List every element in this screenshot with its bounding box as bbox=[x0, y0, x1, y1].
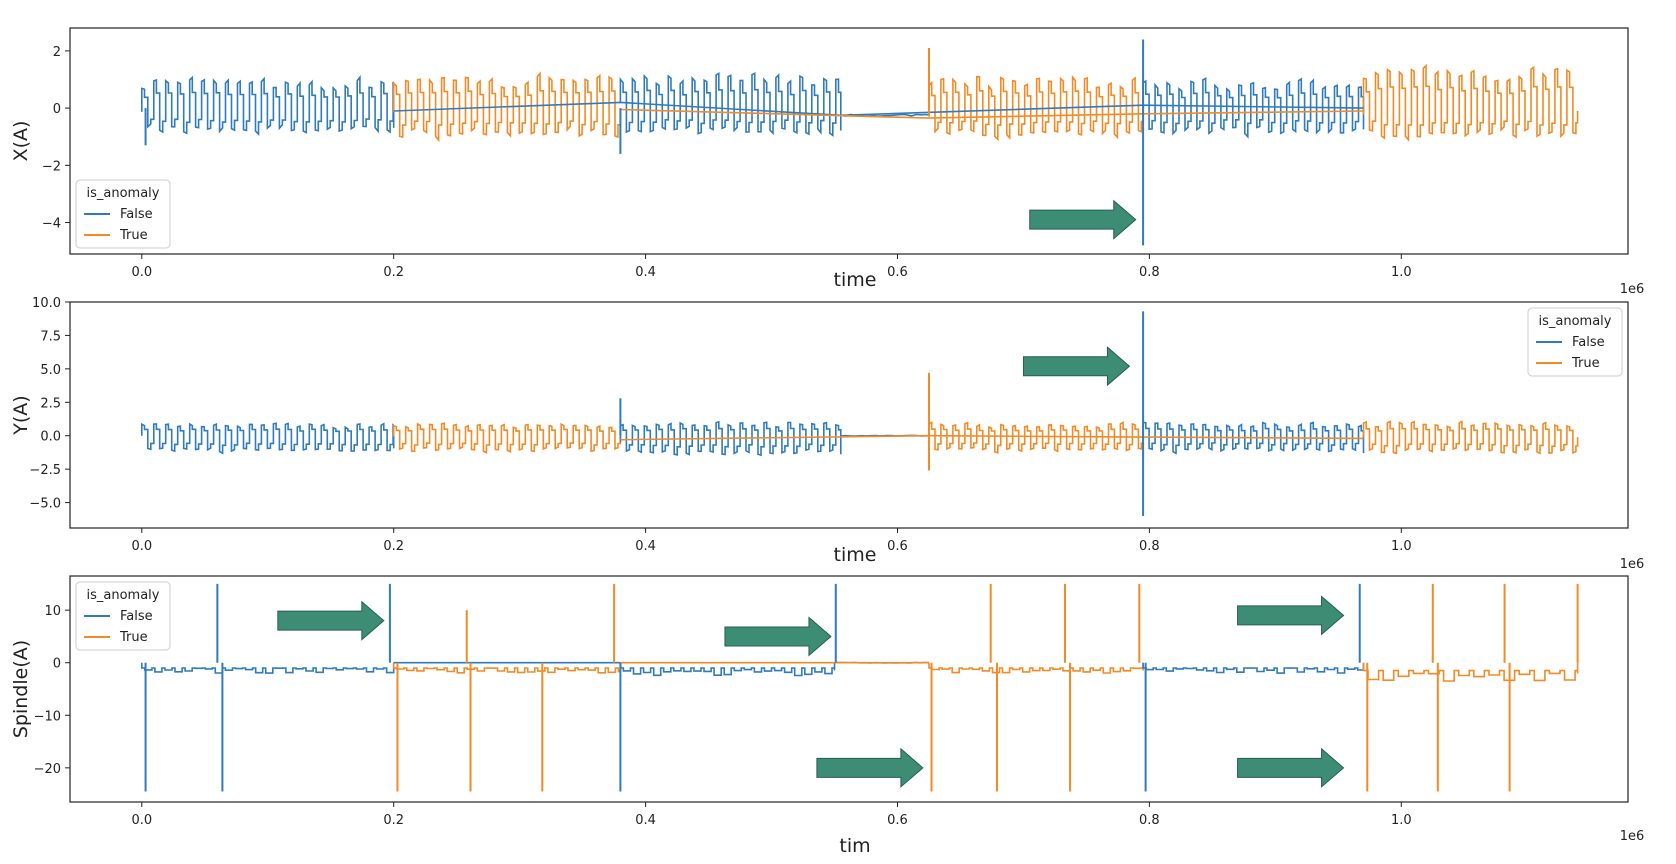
panel-y: 0.0 0.2 0.4 0.6 0.8 1.0 10.0 7.5 5.0 2.5 0.0 −2.5 −5… bbox=[10, 296, 1629, 566]
series-segment-true bbox=[1362, 420, 1579, 455]
y-tick-label: 10.0 bbox=[32, 296, 61, 311]
plot-frame bbox=[69, 575, 1629, 803]
legend-entry-false: False bbox=[1572, 335, 1605, 350]
series-trend-true bbox=[620, 434, 1364, 441]
y-tick-label: −4 bbox=[42, 217, 61, 232]
x-tick-label: 0.8 bbox=[1139, 265, 1160, 280]
x-tick-label: 0.8 bbox=[1139, 813, 1160, 828]
y-tick-label: 0 bbox=[53, 657, 61, 672]
series-segment-true bbox=[392, 662, 622, 674]
y-tick-label: 0 bbox=[53, 102, 61, 117]
x-tick-label: 1.0 bbox=[1391, 539, 1412, 554]
x-tick-label: 0.0 bbox=[131, 265, 152, 280]
x-tick-label: 1.0 bbox=[1391, 265, 1412, 280]
legend-entry-true: True bbox=[1571, 356, 1600, 371]
annotation-arrow bbox=[724, 616, 832, 657]
x-tick-label: 0.6 bbox=[887, 539, 908, 554]
series-segment-false bbox=[619, 420, 842, 457]
series-segment-false bbox=[141, 662, 395, 674]
annotation-arrow bbox=[816, 747, 924, 788]
panel-x: 0.0 0.2 0.4 0.6 0.8 1.0 2 0 −2 −4 time X(A) is_anoma… bbox=[10, 27, 1629, 291]
legend: is_anomaly False True bbox=[75, 179, 171, 249]
legend-box bbox=[75, 581, 171, 651]
y-axis-label: Y(A) bbox=[10, 395, 32, 435]
annotation-arrow bbox=[1029, 199, 1137, 240]
x-tick-label: 0.2 bbox=[383, 539, 404, 554]
y-axis-label: X(A) bbox=[10, 121, 32, 162]
y-tick-label: 2 bbox=[53, 45, 61, 60]
series-segment-false bbox=[1142, 421, 1365, 455]
y-tick-label: 7.5 bbox=[40, 329, 61, 344]
legend-entry-true: True bbox=[119, 630, 148, 645]
legend-entry-false: False bbox=[120, 609, 153, 624]
panel-spindle: 0.0 0.2 0.4 0.6 0.8 1.0 10 0 −10 −20 tim Spindle(A)… bbox=[10, 575, 1629, 857]
series-segment-false bbox=[619, 71, 842, 137]
plot-area bbox=[141, 39, 1579, 246]
plot-frame bbox=[69, 27, 1629, 255]
series-trend-true bbox=[620, 108, 1364, 119]
offset-label-2: 1e6 bbox=[1620, 557, 1645, 572]
series-segment-false bbox=[1142, 662, 1365, 674]
series-segment-true bbox=[392, 422, 622, 454]
series-segment-false bbox=[141, 75, 395, 137]
legend-title: is_anomaly bbox=[87, 186, 160, 201]
x-axis-label: tim bbox=[839, 835, 870, 857]
legend-box bbox=[1527, 307, 1623, 377]
legend: is_anomaly False True bbox=[75, 581, 171, 651]
series-segment-true bbox=[392, 71, 622, 143]
legend-title: is_anomaly bbox=[87, 588, 160, 603]
y-axis-label: Spindle(A) bbox=[10, 640, 32, 738]
y-tick-label: 10 bbox=[44, 604, 61, 619]
legend-title: is_anomaly bbox=[1539, 314, 1612, 329]
y-tick-label: −20 bbox=[34, 762, 61, 777]
x-axis-label: time bbox=[834, 269, 877, 291]
x-tick-label: 0.0 bbox=[131, 539, 152, 554]
series-segment-false bbox=[141, 422, 395, 455]
y-tick-label: 2.5 bbox=[40, 396, 61, 411]
plot-area bbox=[141, 583, 1579, 792]
legend: is_anomaly False True bbox=[1527, 307, 1623, 377]
y-tick-label: 0.0 bbox=[40, 430, 61, 445]
series-segment-true bbox=[1362, 662, 1579, 682]
x-tick-label: 0.2 bbox=[383, 813, 404, 828]
plot-area bbox=[141, 311, 1579, 516]
annotation-arrow bbox=[1022, 346, 1131, 387]
series-segment-false bbox=[619, 662, 836, 677]
x-tick-label: 0.4 bbox=[635, 539, 656, 554]
x-tick-label: 0.6 bbox=[887, 813, 908, 828]
x-tick-label: 0.6 bbox=[887, 265, 908, 280]
offset-label-1: 1e6 bbox=[1620, 282, 1645, 297]
y-tick-label: −2.5 bbox=[29, 463, 61, 478]
x-tick-label: 0.4 bbox=[635, 265, 656, 280]
y-tick-label: −2 bbox=[42, 159, 61, 174]
x-tick-label: 0.0 bbox=[131, 813, 152, 828]
x-tick-label: 1.0 bbox=[1391, 813, 1412, 828]
annotation-arrow bbox=[277, 600, 385, 641]
x-tick-label: 0.4 bbox=[635, 813, 656, 828]
annotation-arrow bbox=[1237, 595, 1345, 636]
x-tick-label: 0.8 bbox=[1139, 539, 1160, 554]
x-axis-label: time bbox=[834, 544, 877, 566]
legend-entry-true: True bbox=[119, 228, 148, 243]
series-segment-true bbox=[1362, 63, 1579, 142]
y-tick-label: −5.0 bbox=[29, 497, 61, 512]
x-tick-label: 0.2 bbox=[383, 265, 404, 280]
legend-box bbox=[75, 179, 171, 249]
plot-frame bbox=[69, 301, 1629, 529]
series-segment-true bbox=[928, 662, 1144, 674]
offset-label-3: 1e6 bbox=[1620, 829, 1645, 844]
y-tick-label: 5.0 bbox=[40, 363, 61, 378]
legend-entry-false: False bbox=[120, 207, 153, 222]
y-tick-label: −10 bbox=[34, 709, 61, 724]
series-segment-false bbox=[1142, 77, 1365, 139]
annotation-arrow bbox=[1237, 747, 1345, 788]
